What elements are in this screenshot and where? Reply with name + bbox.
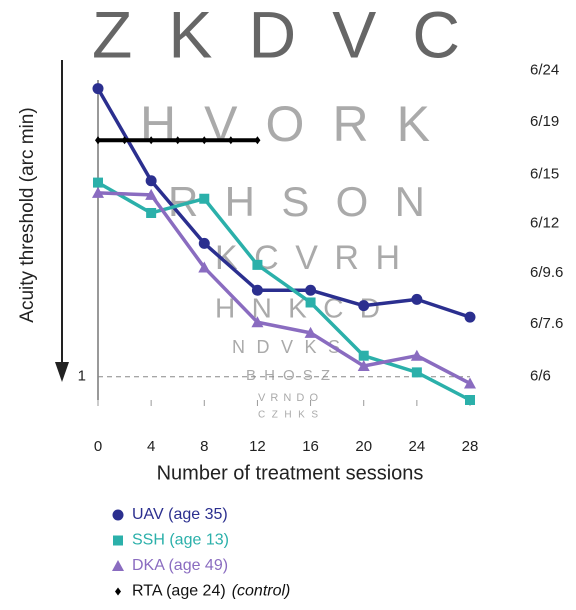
y-axis-title: Acuity threshold (arc min) bbox=[17, 107, 38, 322]
y2-tick-label: 6/12 bbox=[530, 215, 559, 232]
marker bbox=[227, 136, 234, 145]
x-axis-title: Number of treatment sessions bbox=[157, 462, 424, 484]
eye-chart-row: K C V R H bbox=[215, 239, 400, 277]
marker bbox=[198, 237, 210, 249]
legend-label: UAV (age 35) bbox=[132, 506, 228, 523]
marker bbox=[112, 560, 124, 571]
marker bbox=[92, 83, 104, 95]
x-tick-label: 24 bbox=[409, 438, 426, 455]
eye-chart-row: H N K C D bbox=[215, 292, 380, 323]
marker bbox=[145, 175, 157, 187]
marker bbox=[464, 377, 476, 389]
legend-note: (control) bbox=[232, 583, 291, 600]
marker bbox=[358, 300, 370, 312]
marker bbox=[357, 359, 370, 371]
x-tick-label: 8 bbox=[200, 438, 208, 455]
y2-tick-label: 6/24 bbox=[530, 62, 559, 79]
series-line bbox=[97, 181, 471, 402]
marker bbox=[305, 284, 317, 296]
marker bbox=[174, 136, 181, 145]
eye-chart-row: N D V K S bbox=[232, 337, 340, 357]
y2-tick-label: 6/15 bbox=[530, 165, 559, 182]
y2-tick-label: 6/6 bbox=[530, 368, 551, 385]
arrow-head bbox=[55, 362, 69, 382]
marker bbox=[254, 136, 261, 145]
marker bbox=[304, 326, 317, 338]
y-tick-label: 1 bbox=[78, 368, 86, 385]
marker bbox=[411, 293, 423, 305]
series-line bbox=[96, 87, 471, 319]
marker bbox=[199, 193, 210, 204]
marker bbox=[121, 136, 128, 145]
x-tick-label: 0 bbox=[94, 438, 102, 455]
eye-chart-row: C Z H K S bbox=[258, 410, 318, 421]
eye-chart-row: H V O R K bbox=[140, 96, 430, 152]
legend-label: SSH (age 13) bbox=[132, 532, 229, 549]
marker bbox=[93, 177, 103, 188]
marker bbox=[198, 261, 211, 273]
eye-chart-row: Z K D V C bbox=[92, 0, 460, 71]
y2-tick-label: 6/9.6 bbox=[530, 264, 563, 281]
y2-tick-label: 6/19 bbox=[530, 113, 559, 130]
legend-label: DKA (age 49) bbox=[132, 557, 228, 574]
marker bbox=[113, 535, 123, 546]
marker bbox=[115, 587, 121, 596]
eye-chart-row: B H O S Z bbox=[246, 367, 330, 384]
eye-chart-row: R H S O N bbox=[168, 178, 425, 225]
marker bbox=[305, 297, 316, 308]
series-line bbox=[97, 191, 471, 386]
marker bbox=[145, 188, 158, 200]
x-tick-label: 20 bbox=[355, 438, 372, 455]
eye-chart-row: V R N D O bbox=[258, 392, 318, 404]
marker bbox=[95, 136, 101, 145]
x-tick-label: 16 bbox=[302, 438, 319, 455]
marker bbox=[146, 207, 157, 218]
marker bbox=[92, 186, 104, 198]
marker bbox=[358, 350, 369, 361]
marker bbox=[251, 316, 264, 328]
marker bbox=[112, 509, 124, 521]
marker bbox=[464, 311, 476, 323]
marker bbox=[148, 136, 155, 145]
x-tick-label: 4 bbox=[147, 438, 155, 455]
marker bbox=[410, 349, 423, 361]
x-tick-label: 28 bbox=[462, 438, 479, 455]
y2-tick-label: 6/7.6 bbox=[530, 315, 563, 332]
marker bbox=[465, 395, 475, 405]
marker bbox=[201, 136, 208, 145]
marker bbox=[411, 367, 422, 378]
marker bbox=[251, 284, 263, 296]
x-tick-label: 12 bbox=[249, 438, 266, 455]
marker bbox=[252, 259, 263, 270]
legend-label: RTA (age 24) bbox=[132, 583, 226, 600]
